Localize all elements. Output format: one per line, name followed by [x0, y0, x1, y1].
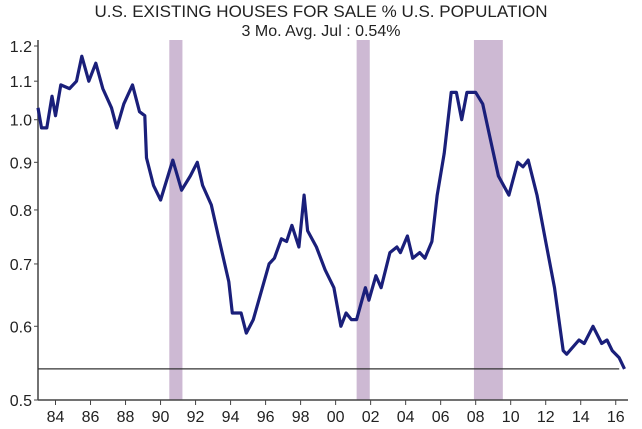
y-tick-label: 0.8 [10, 203, 32, 220]
x-tick-label: 98 [292, 409, 310, 426]
series-lines [36, 54, 626, 370]
x-tick-label: 08 [467, 409, 485, 426]
y-tick-label: 1.1 [10, 74, 32, 91]
series-line [36, 54, 626, 370]
axes: 0.5 0.6 0.7 0.8 0.9 1.0 1.1 1.2 84 86 88 90 92 94 96 98… [10, 39, 628, 426]
y-tick-label: 0.7 [10, 257, 32, 274]
x-tick-label: 90 [152, 409, 170, 426]
recession-band [356, 40, 370, 400]
x-tick-label: 02 [362, 409, 380, 426]
y-tick-label: 0.6 [10, 319, 32, 336]
y-tick-label: 1.2 [10, 39, 32, 56]
recession-band [169, 40, 183, 400]
x-tick-label: 04 [397, 409, 415, 426]
x-tick-label: 16 [607, 409, 625, 426]
x-tick-label: 88 [117, 409, 135, 426]
chart-subtitle: 3 Mo. Avg. Jul : 0.54% [241, 23, 401, 40]
x-tick-label: 94 [222, 409, 240, 426]
x-tick-label: 14 [572, 409, 590, 426]
x-tick-label: 00 [327, 409, 345, 426]
x-tick-label: 12 [537, 409, 555, 426]
y-tick-label: 0.9 [10, 155, 32, 172]
x-tick-label: 96 [257, 409, 275, 426]
y-tick-label: 0.5 [10, 393, 32, 410]
y-tick-label: 1.0 [10, 113, 32, 130]
x-tick-label: 06 [432, 409, 450, 426]
x-tick-label: 86 [82, 409, 100, 426]
chart-title: U.S. EXISTING HOUSES FOR SALE % U.S. POP… [94, 2, 548, 21]
x-tick-label: 84 [47, 409, 65, 426]
x-tick-label: 10 [502, 409, 520, 426]
x-tick-label: 92 [187, 409, 205, 426]
